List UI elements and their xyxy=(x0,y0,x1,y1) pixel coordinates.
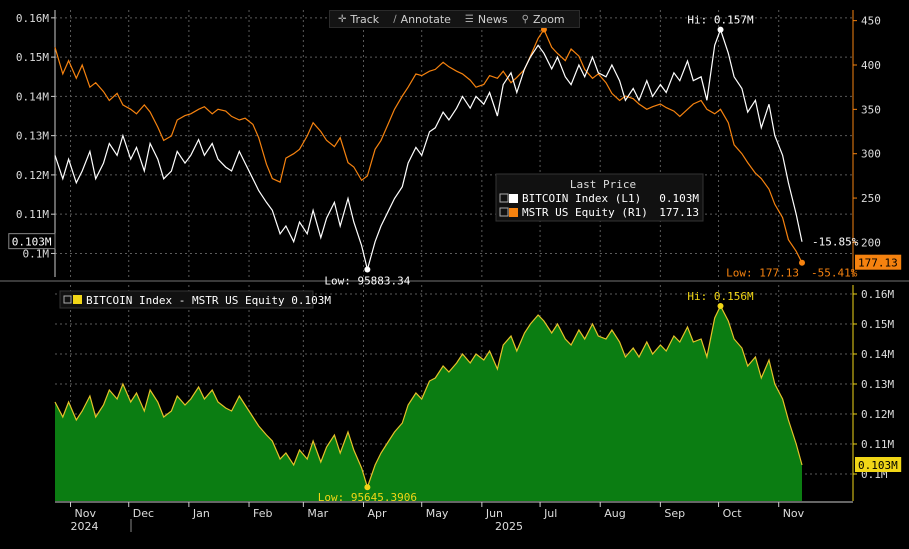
mstr-last-tag: 177.13 xyxy=(858,257,898,270)
legend-swatch-ratio xyxy=(73,295,82,304)
annotate-label: Annotate xyxy=(400,12,451,26)
x-month-label: Jun xyxy=(485,507,503,520)
news-button[interactable]: ☰ News xyxy=(465,13,508,26)
bottom-right-tick-label: 0.12M xyxy=(861,408,894,421)
bottom-right-tick-label: 0.16M xyxy=(861,288,894,301)
right-tick-label: 200 xyxy=(861,236,881,249)
mstr-line xyxy=(54,28,803,263)
left-tick-label: 0.15M xyxy=(16,51,49,64)
crosshair-icon: ✛ xyxy=(338,13,347,25)
legend-swatch-mstr xyxy=(509,208,518,217)
top-legend-box xyxy=(495,173,704,222)
chart-toolbar: ✛ Track ∕ Annotate ☰ News ⚲ Zoom xyxy=(329,10,580,28)
btc-low-label: Low: 95883.34 xyxy=(324,275,410,288)
x-month-label: Sep xyxy=(664,507,685,520)
legend-value-mstr: 177.13 xyxy=(659,206,699,219)
legend-value-btc: 0.103M xyxy=(659,192,699,205)
legend-name-ratio: BITCOIN Index - MSTR US Equity 0.103M xyxy=(86,294,331,307)
zoom-label: Zoom xyxy=(532,12,565,26)
ratio-last-tag-box xyxy=(855,457,902,472)
x-month-label: Oct xyxy=(723,507,743,520)
ratio-high-label: Hi: 0.156M xyxy=(687,290,754,303)
bitcoin-line xyxy=(54,27,803,272)
ratio-line xyxy=(54,304,803,490)
ratio-low-label: Low: 95645.3906 xyxy=(318,491,417,504)
mstr-high-marker xyxy=(540,26,547,33)
zoom-icon: ⚲ xyxy=(521,13,529,25)
bottom-legend-box xyxy=(59,290,314,309)
legend-name-mstr: MSTR US Equity (R1) xyxy=(522,206,648,219)
x-year-label: 2025 xyxy=(495,520,523,533)
btc-last-tag: 0.103M xyxy=(12,236,52,249)
x-month-label: May xyxy=(426,507,449,520)
x-month-label: Jan xyxy=(192,507,210,520)
right-tick-label: 250 xyxy=(861,192,881,205)
right-tick-label: 300 xyxy=(861,148,881,161)
btc-change-label: -15.85% xyxy=(812,236,859,249)
bottom-right-tick-label: 0.13M xyxy=(861,378,894,391)
legend-toggle-ratio xyxy=(63,295,72,304)
legend-name-btc: BITCOIN Index (L1) xyxy=(522,192,641,205)
legend-toggle-btc xyxy=(499,193,509,203)
left-tick-label: 0.1M xyxy=(23,247,50,260)
btc-last-tag-box xyxy=(8,233,56,250)
x-year-label: 2024 xyxy=(71,520,99,533)
left-tick-label: 0.16M xyxy=(16,12,49,25)
news-icon: ☰ xyxy=(464,13,474,25)
bottom-right-tick-label: 0.11M xyxy=(861,438,894,451)
mstr-last-tag-box xyxy=(855,254,902,270)
btc-high-marker xyxy=(717,26,724,33)
btc-low-marker xyxy=(364,266,371,273)
x-axis-bg xyxy=(0,501,909,549)
bottom-right-tick-label: 0.14M xyxy=(861,348,894,361)
right-tick-label: 450 xyxy=(861,15,881,28)
zoom-button[interactable]: ⚲ Zoom xyxy=(522,13,565,26)
bottom-legend: BITCOIN Index - MSTR US Equity 0.103M xyxy=(59,290,331,309)
mstr-low-label: Low: 177.13 xyxy=(726,267,799,280)
bottom-right-tick-label: 0.15M xyxy=(861,318,894,331)
x-month-label: Feb xyxy=(253,507,272,520)
pencil-icon: ∕ xyxy=(393,13,397,25)
left-tick-label: 0.14M xyxy=(16,90,49,103)
left-tick-label: 0.12M xyxy=(16,169,49,182)
legend-title: Last Price xyxy=(570,178,636,191)
legend-toggle-mstr xyxy=(499,207,509,217)
ratio-low-marker xyxy=(364,484,371,491)
ratio-area xyxy=(55,306,802,501)
x-month-label: Apr xyxy=(368,507,388,520)
ratio-last-tag: 0.103M xyxy=(858,459,898,472)
news-label: News xyxy=(477,12,508,26)
x-month-label: Jul xyxy=(543,507,557,520)
x-month-label: Nov xyxy=(75,507,97,520)
track-label: Track xyxy=(350,12,380,26)
right-tick-label: 400 xyxy=(861,59,881,72)
legend-swatch-btc xyxy=(509,194,518,203)
mstr-change-label: -55.41% xyxy=(811,267,858,280)
annotate-button[interactable]: ∕ Annotate xyxy=(393,13,451,26)
x-month-label: Aug xyxy=(604,507,625,520)
left-tick-label: 0.13M xyxy=(16,130,49,143)
track-button[interactable]: ✛ Track xyxy=(338,13,379,26)
right-tick-label: 350 xyxy=(861,103,881,116)
mstr-low-marker xyxy=(799,259,805,266)
ratio-high-marker xyxy=(717,303,724,309)
btc-high-label: Hi: 0.157M xyxy=(687,14,754,27)
x-month-label: Mar xyxy=(307,507,328,520)
x-month-label: Nov xyxy=(783,507,805,520)
x-month-label: Dec xyxy=(133,507,154,520)
left-tick-label: 0.11M xyxy=(16,208,49,221)
